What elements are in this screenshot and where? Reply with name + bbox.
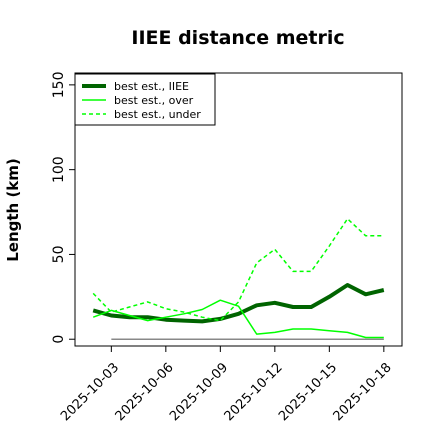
y-tick-label: 50 xyxy=(51,246,67,264)
series-line-2 xyxy=(92,218,384,322)
legend-label-0: best est., IIEE xyxy=(114,80,189,93)
chart-marks: 0501001502025-10-032025-10-062025-10-092… xyxy=(51,72,395,425)
series-line-0 xyxy=(92,283,385,324)
y-tick-label: 0 xyxy=(51,335,67,344)
x-tick-label: 2025-10-18 xyxy=(331,360,395,424)
legend-label-1: best est., over xyxy=(114,94,194,107)
y-tick-label: 100 xyxy=(51,156,67,183)
plot-frame xyxy=(74,72,403,347)
chart-title: IIEE distance metric xyxy=(131,27,344,49)
series-line-1 xyxy=(92,299,384,339)
legend-label-2: best est., under xyxy=(114,108,201,121)
y-tick-label: 150 xyxy=(51,72,67,99)
y-axis-label: Length (km) xyxy=(4,158,22,262)
